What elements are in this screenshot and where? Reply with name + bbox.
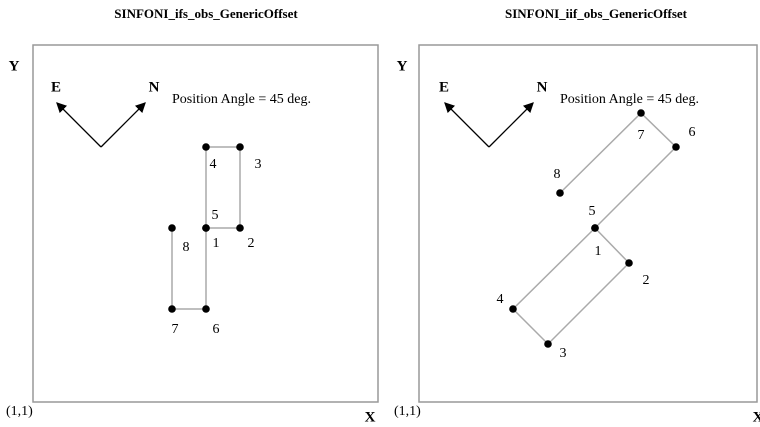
point-label: 4 [210, 157, 217, 172]
point-label: 3 [560, 346, 567, 361]
offset-point [202, 305, 210, 313]
north-arrow [100, 102, 146, 148]
panel-title: SINFONI_ifs_obs_GenericOffset [114, 6, 298, 21]
offset-point [202, 224, 210, 232]
north-label: N [537, 79, 548, 95]
offset-point [509, 305, 517, 313]
offset-point [544, 340, 552, 348]
x-axis-label: X [365, 409, 376, 425]
panel-frame [32, 44, 379, 403]
y-axis-label: Y [9, 58, 20, 74]
position-angle: Position Angle = 45 deg. [172, 92, 311, 107]
offset-point [591, 224, 599, 232]
position-angle: Position Angle = 45 deg. [560, 92, 699, 107]
point-label: 6 [213, 322, 220, 337]
offset-point [672, 143, 680, 151]
point-label: 1 [213, 236, 220, 251]
offset-point [236, 224, 244, 232]
x-axis-label: X [753, 409, 760, 425]
point-label: 6 [689, 125, 696, 140]
offset-path [171, 146, 241, 310]
offset-path [511, 111, 678, 346]
offset-point [202, 143, 210, 151]
point-label: 1 [595, 244, 602, 259]
origin-label: (1,1) [6, 404, 33, 419]
east-label: E [439, 79, 449, 95]
offset-point [168, 224, 176, 232]
point-label: 5 [589, 204, 596, 219]
point-label: 5 [212, 208, 219, 223]
east-arrow [444, 102, 490, 148]
offset-point [236, 143, 244, 151]
east-arrow [56, 102, 102, 148]
point-label: 7 [638, 128, 645, 143]
north-arrow [488, 102, 534, 148]
point-label: 8 [554, 167, 561, 182]
y-axis-label: Y [397, 58, 408, 74]
point-label: 2 [643, 273, 650, 288]
origin-label: (1,1) [394, 404, 421, 419]
east-label: E [51, 79, 61, 95]
point-label: 4 [497, 292, 504, 307]
point-label: 7 [172, 322, 179, 337]
offset-point [625, 259, 633, 267]
point-label: 8 [183, 240, 190, 255]
point-label: 3 [255, 157, 262, 172]
offset-point [168, 305, 176, 313]
offset-point [637, 109, 645, 117]
north-label: N [149, 79, 160, 95]
panel-frame [418, 44, 758, 403]
offset-point [556, 189, 564, 197]
point-label: 2 [248, 236, 255, 251]
panel-title: SINFONI_iif_obs_GenericOffset [505, 6, 688, 21]
